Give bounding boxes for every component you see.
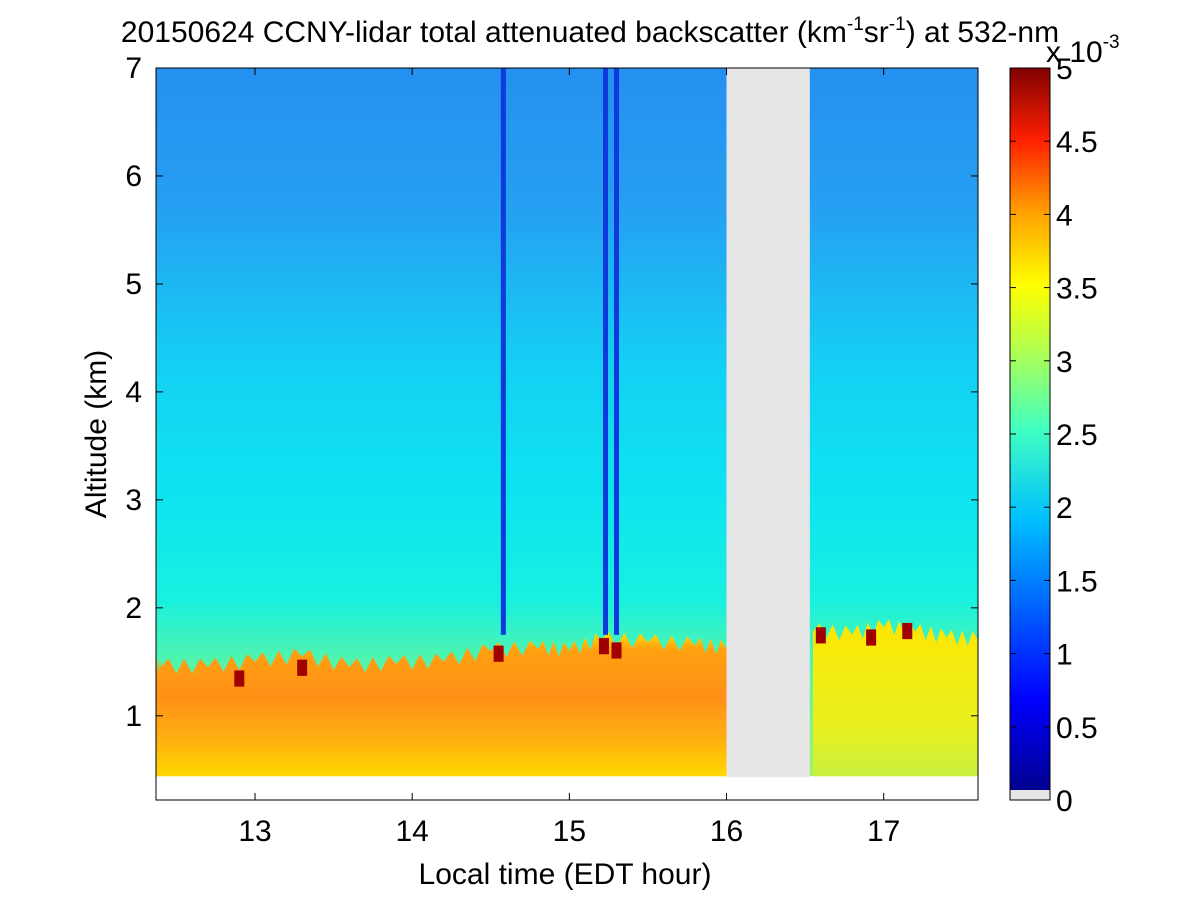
x-tick-label: 17 [867, 815, 900, 848]
x-axis-label: Local time (EDT hour) [419, 858, 712, 891]
y-tick-label: 2 [125, 592, 142, 625]
title-sup-1: -1 [847, 14, 864, 35]
dropout-streak [603, 68, 609, 635]
x-tick-label: 15 [553, 815, 586, 848]
x-axis: 13 14 15 16 17 [238, 68, 900, 848]
aerosol-peak [902, 622, 913, 640]
y-axis: 1 2 3 4 5 6 7 [125, 52, 978, 733]
aerosol-peak [493, 645, 504, 662]
title-part-main: 20150624 CCNY-lidar total attenuated bac… [121, 16, 847, 49]
y-tick-label: 1 [125, 700, 142, 733]
aerosol-peak [815, 627, 826, 644]
boundary-layer-right [812, 619, 978, 777]
y-tick-label: 4 [125, 376, 142, 409]
y-tick-label: 6 [125, 160, 142, 193]
y-tick-label: 3 [125, 484, 142, 517]
plot-frame [155, 67, 979, 801]
aerosol-peak [866, 629, 877, 646]
aerosol-peak [234, 670, 245, 687]
chart-title: 20150624 CCNY-lidar total attenuated bac… [121, 14, 1059, 49]
colorbar-ticks: 0 0.5 1 1.5 2 2.5 3 3.5 4 4.5 5 [1010, 53, 1098, 818]
colorbar-tick-label: 0.5 [1056, 712, 1098, 745]
colorbar-tick-label: 0 [1056, 785, 1073, 818]
aerosol-peak [297, 659, 308, 676]
colorbar-tick-label: 4 [1056, 199, 1073, 232]
colorbar-tick-label: 3.5 [1056, 273, 1098, 306]
title-sup-2: -1 [889, 14, 906, 35]
colorbar-tick-label: 1 [1056, 639, 1073, 672]
y-axis-label: Altitude (km) [80, 350, 113, 518]
title-part-end: ) at 532-nm [906, 16, 1059, 49]
dropout-streak [614, 68, 620, 635]
colorbar-tick-label: 2.5 [1056, 419, 1098, 452]
colorbar-nodata-swatch [1010, 790, 1050, 800]
title-part-mid: sr [864, 16, 889, 49]
plot-area [156, 68, 978, 800]
aerosol-peak [598, 638, 609, 655]
colorbar-exponent-power: -3 [1103, 32, 1120, 53]
colorbar-exponent: x 10-3 [1046, 32, 1120, 69]
colorbar-tick-label: 5 [1056, 53, 1073, 86]
colorbar-exponent-base: x 10 [1046, 36, 1103, 69]
below-data-strip [156, 776, 978, 800]
x-tick-label: 13 [238, 815, 271, 848]
x-tick-label: 16 [710, 815, 743, 848]
colorbar: 0 0.5 1 1.5 2 2.5 3 3.5 4 4.5 5 x 10-3 [1009, 32, 1120, 818]
no-data-gap [726, 68, 810, 778]
y-tick-label: 5 [125, 268, 142, 301]
colorbar-tick-label: 3 [1056, 346, 1073, 379]
dropout-streak [500, 68, 506, 635]
aerosol-peak [611, 642, 622, 659]
x-tick-label: 14 [395, 815, 428, 848]
colorbar-gradient [1010, 68, 1050, 790]
y-tick-label: 7 [125, 52, 142, 85]
colorbar-tick-label: 1.5 [1056, 565, 1098, 598]
colorbar-tick-label: 4.5 [1056, 126, 1098, 159]
colorbar-tick-label: 2 [1056, 492, 1073, 525]
